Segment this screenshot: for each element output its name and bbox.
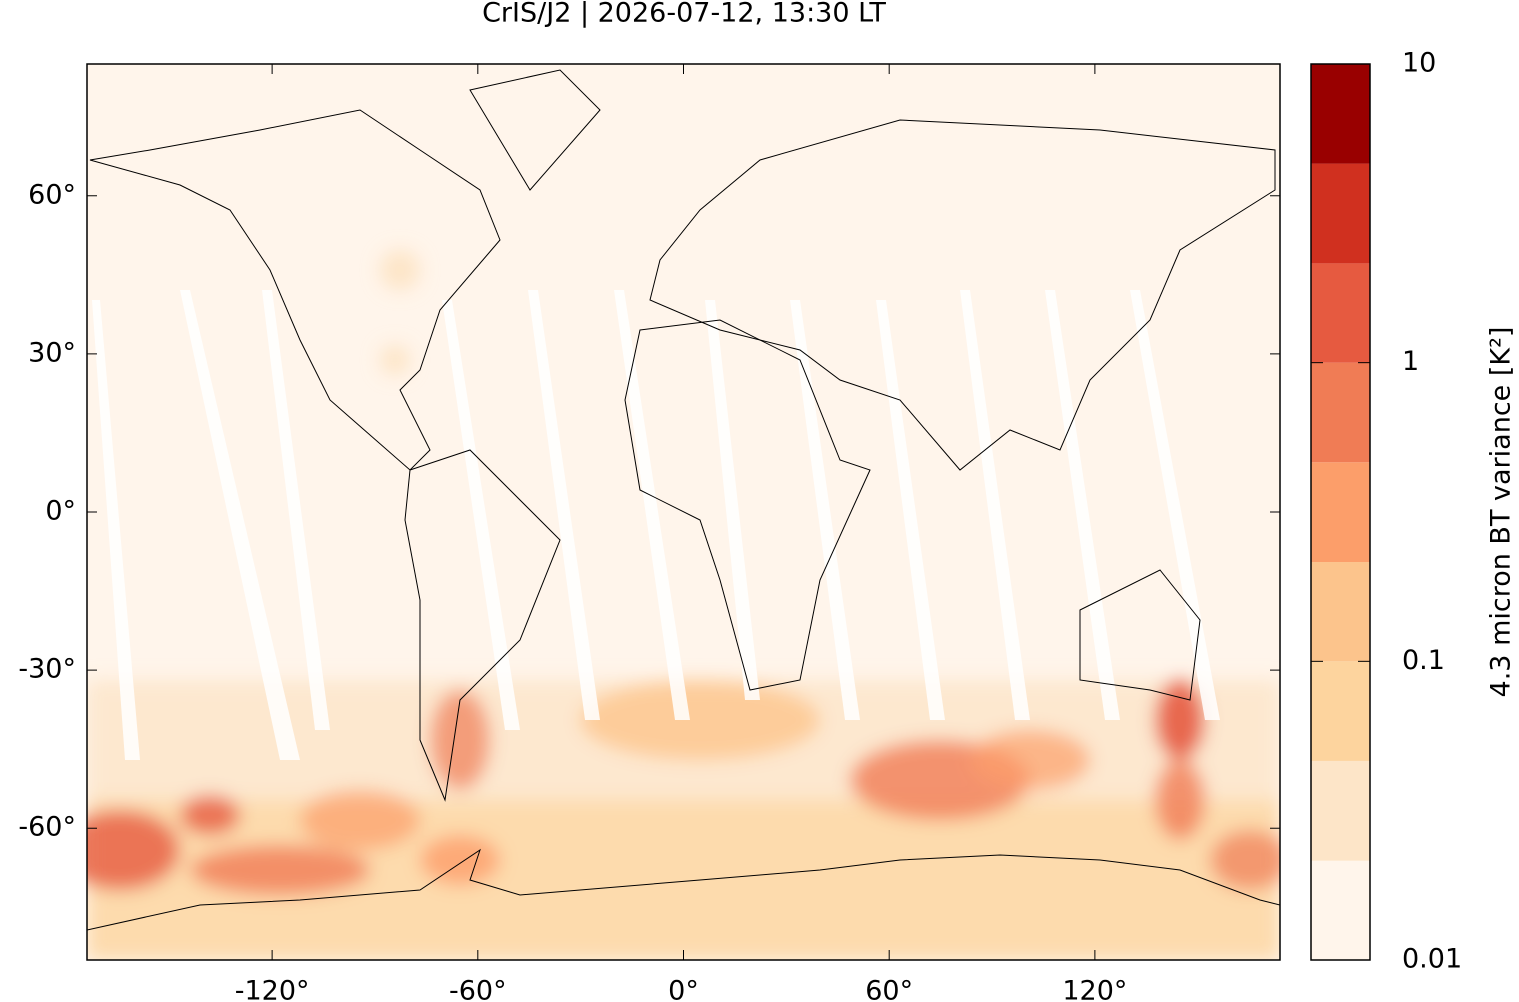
x-tick-label: 120° (1062, 976, 1127, 1002)
x-tick-label: 0° (668, 976, 699, 1002)
x-tick-label: -120° (235, 976, 310, 1002)
map-field (87, 64, 1280, 960)
colorbar-tick-label: 10 (1402, 48, 1436, 79)
x-tick-label: 60° (865, 976, 913, 1002)
colorbar-tick-label: 0.1 (1402, 645, 1445, 676)
colorbar-band (1311, 661, 1370, 761)
y-tick-label: 0° (45, 496, 76, 527)
colorbar-tick-label: 0.01 (1402, 944, 1462, 975)
y-tick-label: 60° (28, 179, 76, 210)
y-tick-label: -30° (18, 654, 76, 685)
colorbar-label: 4.3 micron BT variance [K²] (1486, 327, 1517, 698)
colorbar-tick-label: 1 (1402, 346, 1419, 377)
colorbar-band (1311, 562, 1370, 662)
colorbar-band (1311, 462, 1370, 563)
x-tick-label: -60° (449, 976, 507, 1002)
colorbar-band (1311, 362, 1370, 463)
colorbar-band (1311, 64, 1370, 164)
colorbar: 0.01 0.1 1 10 (1310, 48, 1462, 975)
chart-title: CrIS/J2 | 2026-07-12, 13:30 LT (482, 0, 886, 29)
y-tick-label: 30° (28, 337, 76, 368)
swath-gaps (92, 290, 1220, 760)
colorbar-frame (1310, 63, 1371, 961)
coastlines (87, 69, 1280, 931)
colorbar-band (1311, 860, 1370, 960)
colorbar-band (1311, 760, 1370, 861)
colorbar-band (1311, 163, 1370, 264)
y-tick-label: -60° (18, 812, 76, 843)
colorbar-band (1311, 263, 1370, 363)
